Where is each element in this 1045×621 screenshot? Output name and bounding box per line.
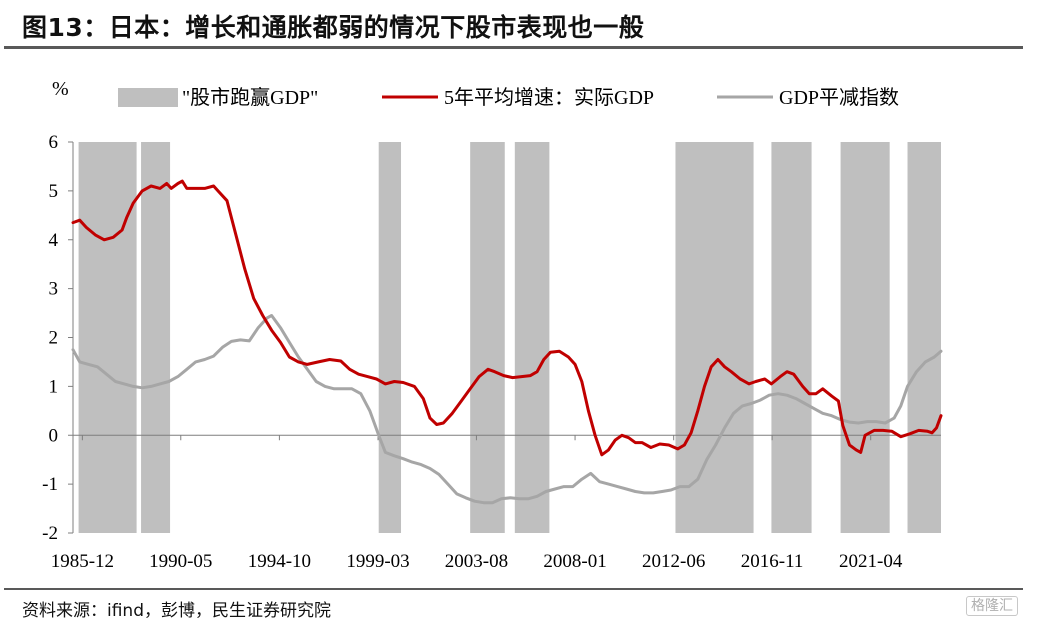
legend-shade-swatch [118, 88, 178, 107]
shaded-period-7 [840, 142, 890, 533]
figure-title: 图13：日本：增长和通胀都弱的情况下股市表现也一般 [22, 13, 645, 42]
series-line-real-gdp [71, 179, 943, 457]
axes [68, 141, 941, 534]
watermark-logo: 格隆汇 [966, 596, 1018, 616]
legend: "股市跑赢GDP" 5年平均增速：实际GDP GDP平减指数 [118, 86, 899, 109]
series-line-deflator [71, 314, 943, 505]
y-tick-labels: 6 5 4 3 2 1 0 -1 -2 [42, 132, 58, 544]
shaded-period-3 [470, 142, 505, 533]
shaded-period-1 [141, 142, 171, 533]
x-tick-label-3: 1999-03 [346, 551, 409, 572]
source-note: 资料来源：ifind，彭博，民生证券研究院 [22, 601, 331, 621]
shaded-period-4 [514, 142, 550, 533]
x-tick-label-5: 2008-01 [543, 551, 606, 572]
y-tick-label-0: 6 [49, 132, 59, 153]
footer-rule [4, 588, 1023, 590]
shaded-period-2 [378, 142, 402, 533]
x-tick-label-6: 2012-06 [642, 551, 705, 572]
shaded-period-8 [907, 142, 941, 533]
x-tick-label-0: 1985-12 [51, 551, 114, 572]
y-tick-label-5: 1 [49, 376, 59, 397]
x-tick-labels: 1985-12 1990-05 1994-10 1999-03 2003-08 2008-… [51, 551, 903, 572]
shaded-period-5 [675, 142, 754, 533]
shaded-period-6 [771, 142, 812, 533]
y-tick-label-4: 2 [49, 328, 59, 349]
x-tick-label-4: 2003-08 [445, 551, 508, 572]
y-tick-label-6: 0 [49, 425, 59, 446]
x-tick-label-2: 1994-10 [248, 551, 311, 572]
y-unit-label: % [52, 78, 69, 100]
y-tick-label-3: 3 [49, 279, 59, 300]
y-tick-label-7: -1 [42, 474, 58, 495]
y-tick-label-2: 4 [49, 230, 59, 251]
legend-real-gdp-label: 5年平均增速：实际GDP [444, 86, 654, 109]
legend-deflator-label: GDP平减指数 [779, 86, 899, 109]
title-rule [4, 46, 1023, 49]
x-tick-label-8: 2021-04 [839, 551, 903, 572]
x-tick-label-7: 2016-11 [741, 551, 804, 572]
shaded-period-0 [78, 142, 137, 533]
series-lines [71, 179, 943, 505]
legend-shade-label: "股市跑赢GDP" [182, 86, 318, 109]
x-tick-label-1: 1990-05 [149, 551, 212, 572]
shaded-periods [78, 142, 941, 533]
y-tick-label-1: 5 [49, 181, 59, 202]
y-tick-label-8: -2 [42, 523, 58, 544]
